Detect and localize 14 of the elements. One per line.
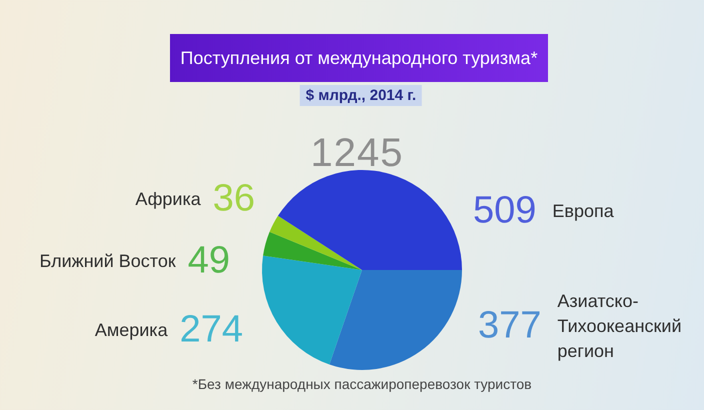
data-label: 274 (180, 308, 243, 350)
text: 1245 (310, 131, 404, 175)
text: *Без международных пассажироперевозок туристов (192, 376, 532, 392)
data-label: 36 (212, 177, 255, 220)
slice-label: Америка (94, 320, 169, 340)
slice-label: Африка (135, 188, 202, 209)
slice-label: Ближний Восток (40, 250, 176, 271)
chart-subtitle: $ млрд., 2014 г. (300, 85, 422, 106)
chart-title: Поступления от международного туризма* (180, 47, 538, 69)
slice-label: Азиатско-Тихоокеанский регион (557, 290, 682, 361)
data-label: 49 (188, 239, 230, 282)
data-label: 377 (478, 304, 542, 346)
slice-label: Европа (552, 200, 615, 221)
data-label: 509 (473, 189, 536, 232)
